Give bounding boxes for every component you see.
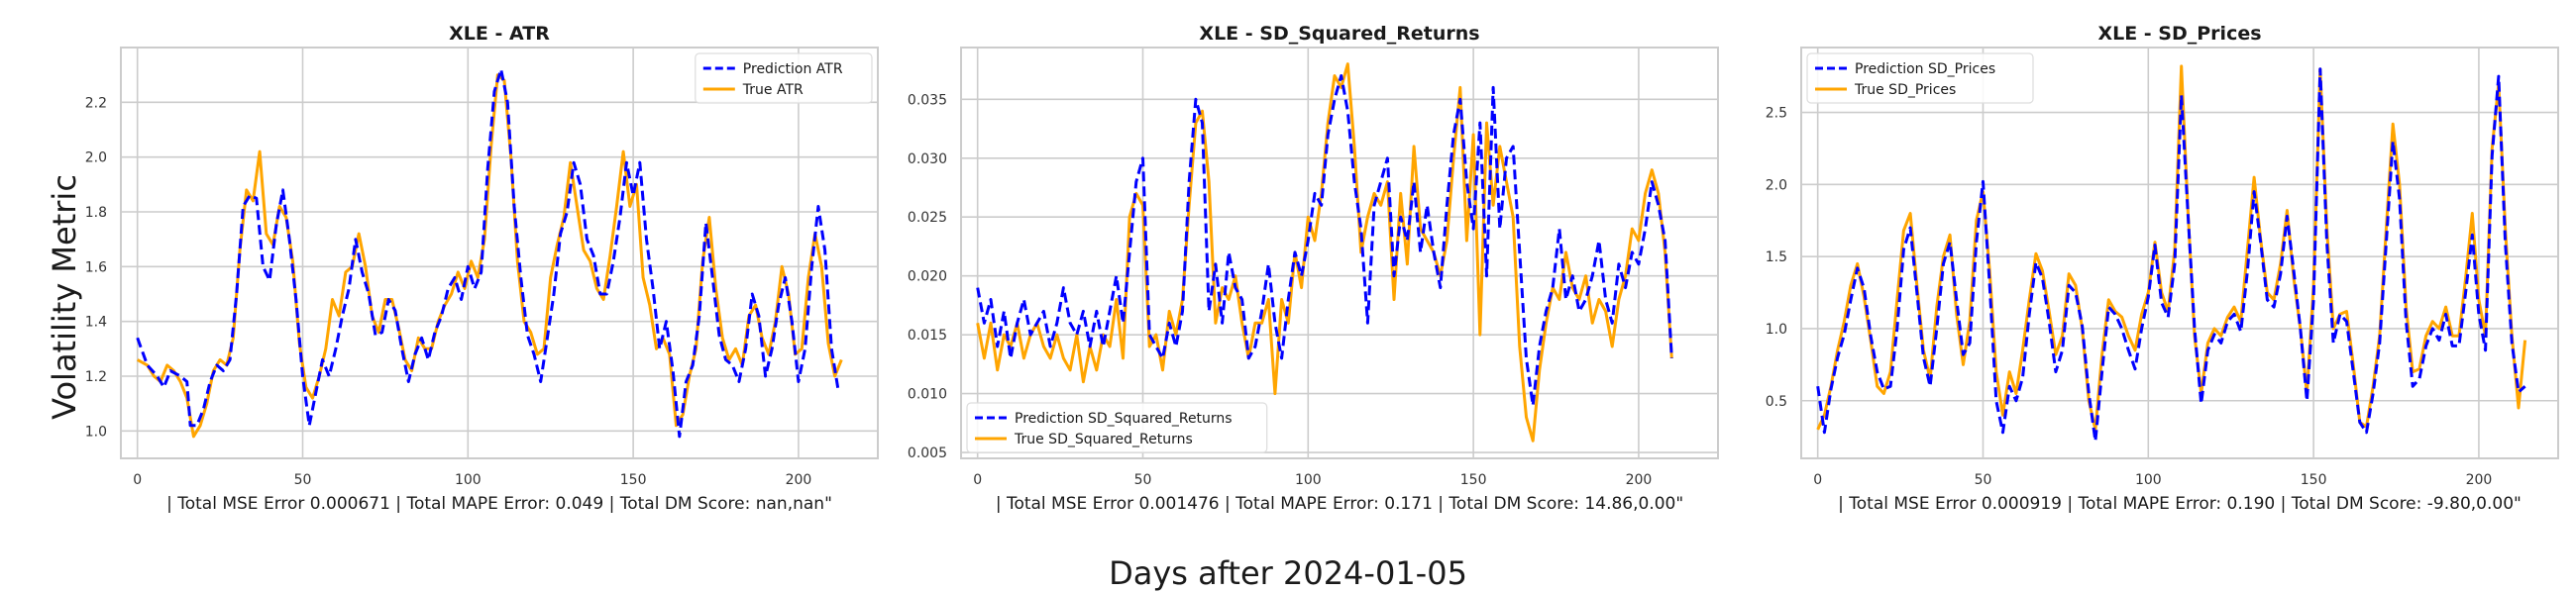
y-axis-label: Volatility Metric — [46, 174, 83, 420]
prediction-series-line — [1816, 67, 2526, 443]
y-tick-label: 1.8 — [85, 205, 107, 221]
chart-panel-1: 0 50 100 150 200 1.0 1.2 1.4 1.6 1.8 2.0 2.2 XLE - A… — [85, 23, 879, 514]
y-tick-label: 1.4 — [85, 315, 107, 331]
y-tick-label: 1.6 — [85, 259, 107, 275]
y-tick-label: 0.015 — [908, 328, 947, 344]
chart-title: XLE - SD_Squared_Returns — [1199, 23, 1479, 45]
x-tick-label: 50 — [1134, 472, 1152, 488]
x-tick-label: 200 — [786, 472, 812, 488]
y-tick-label: 0.035 — [908, 92, 947, 108]
y-tick-label: 0.020 — [908, 269, 947, 285]
prediction-series-line — [976, 74, 1673, 407]
figure-x-label: Days after 2024-01-05 — [1109, 554, 1467, 592]
plot-area — [961, 48, 1718, 458]
y-tick-label: 2.0 — [1766, 177, 1787, 193]
plot-area — [121, 48, 878, 458]
x-tick-label: 50 — [294, 472, 312, 488]
x-tick-label: 50 — [1975, 472, 1992, 488]
y-tick-label: 0.5 — [1766, 394, 1787, 410]
x-axis-label: | Total MSE Error 0.000671 | Total MAPE … — [166, 494, 832, 514]
x-tick-label: 100 — [2135, 472, 2162, 488]
legend-label: Prediction ATR — [743, 61, 843, 77]
x-tick-label: 150 — [620, 472, 647, 488]
y-tick-label: 1.0 — [1766, 322, 1787, 338]
x-tick-label: 0 — [973, 472, 982, 488]
legend-label: True SD_Squared_Returns — [1014, 432, 1193, 447]
chart-panel-2: 0 50 100 150 200 0.005 0.010 0.015 0.020 0.025 0.0… — [908, 23, 1719, 514]
x-tick-label: 150 — [1460, 472, 1487, 488]
y-tick-label: 1.2 — [85, 369, 107, 385]
chart-panel-3: 0 50 100 150 200 0.5 1.0 1.5 2.0 2.5 XLE - SD_Pric… — [1766, 23, 2559, 514]
chart-title: XLE - ATR — [449, 23, 550, 45]
x-tick-label: 100 — [455, 472, 482, 488]
true-series-line — [136, 73, 843, 439]
y-tick-label: 2.0 — [85, 150, 107, 166]
legend-label: True ATR — [742, 82, 804, 98]
y-tick-label: 0.010 — [908, 387, 947, 403]
y-tick-label: 0.030 — [908, 151, 947, 167]
y-tick-label: 0.005 — [908, 446, 947, 461]
legend-box — [1806, 52, 2034, 104]
x-axis-label: | Total MSE Error 0.000919 | Total MAPE … — [1838, 494, 2522, 514]
x-tick-label: 0 — [133, 472, 142, 488]
legend: Prediction SD_Prices True SD_Prices — [1806, 52, 2034, 104]
legend-label: True SD_Prices — [1854, 82, 1956, 98]
legend-label: Prediction SD_Squared_Returns — [1015, 411, 1233, 427]
x-tick-label: 200 — [1626, 472, 1653, 488]
legend-label: Prediction SD_Prices — [1855, 61, 1995, 77]
x-tick-label: 0 — [1813, 472, 1822, 488]
legend: Prediction ATR True ATR — [695, 52, 873, 104]
y-tick-label: 1.5 — [1766, 249, 1787, 265]
x-tick-label: 200 — [2466, 472, 2493, 488]
plot-frame — [960, 47, 1719, 459]
legend-box — [966, 402, 1268, 453]
legend-box — [695, 52, 873, 104]
y-tick-label: 2.5 — [1766, 106, 1787, 122]
y-tick-label: 0.025 — [908, 210, 947, 226]
chart-title: XLE - SD_Prices — [2097, 23, 2261, 45]
x-axis-label: | Total MSE Error 0.001476 | Total MAPE … — [996, 494, 1683, 514]
y-tick-label: 2.2 — [85, 95, 107, 111]
plot-frame — [120, 47, 879, 459]
plot-frame — [1800, 47, 2559, 459]
x-tick-label: 100 — [1295, 472, 1322, 488]
x-tick-label: 150 — [2301, 472, 2327, 488]
y-tick-label: 1.0 — [85, 424, 107, 440]
true-series-line — [976, 62, 1673, 443]
prediction-series-line — [136, 67, 840, 439]
legend: Prediction SD_Squared_Returns True SD_Squ… — [966, 402, 1268, 453]
